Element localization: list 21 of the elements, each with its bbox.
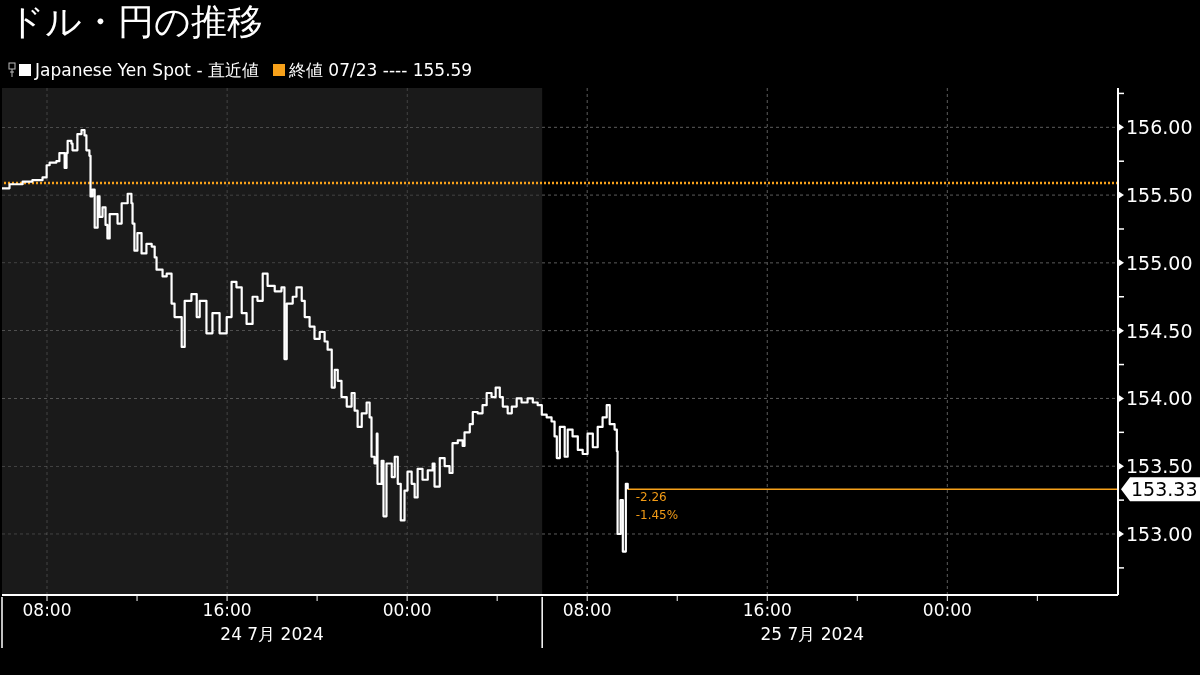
chart-title: ドル・円の推移 xyxy=(8,1,263,42)
x-tick-label: 16:00 xyxy=(202,600,252,620)
x-tick-label: 00:00 xyxy=(382,600,432,620)
annotation: -1.45% xyxy=(635,508,679,523)
annotation: -2.26 xyxy=(635,490,667,505)
x-tick-label: 08:00 xyxy=(562,600,612,620)
y-tick-label: 154.50 xyxy=(1126,319,1193,342)
y-tick-label: 155.50 xyxy=(1126,184,1193,207)
legend-label: Japanese Yen Spot - 直近値 xyxy=(35,59,259,82)
ref-line-label: 153.33 xyxy=(1131,478,1198,501)
y-tick-label: 153.00 xyxy=(1126,523,1193,545)
y-tick-label: 154.00 xyxy=(1126,387,1193,410)
x2-tick-label: 25 7月 2024 xyxy=(760,624,865,644)
x-tick-label: 08:00 xyxy=(22,600,72,620)
y-tick-label: 156.00 xyxy=(1126,116,1193,139)
x2-tick-label: 24 7月 2024 xyxy=(220,624,324,644)
x-tick-label: 16:00 xyxy=(742,600,792,620)
y-tick-label: 155.00 xyxy=(1126,251,1193,274)
legend-label: 終値 07/23 ---- 155.59 xyxy=(288,59,473,82)
y-tick-label: 153.50 xyxy=(1126,455,1193,478)
x-tick-label: 00:00 xyxy=(922,600,972,620)
